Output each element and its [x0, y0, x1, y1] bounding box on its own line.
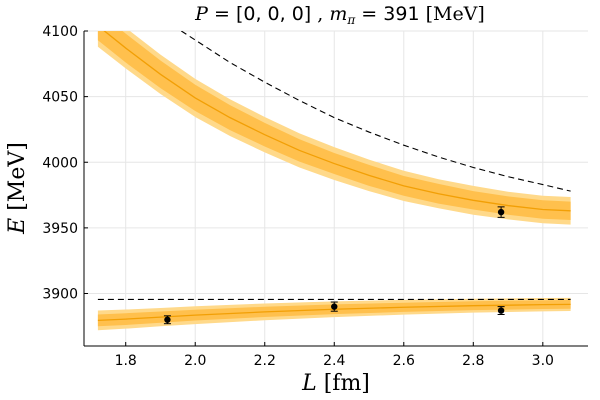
data-point: [497, 206, 505, 218]
data-points: [163, 206, 505, 325]
data-marker: [497, 307, 505, 314]
x-tick-label: 1.8: [115, 353, 137, 369]
title-momentum: [0, 0, 0]: [236, 3, 311, 25]
x-axis-label: L [fm]: [301, 371, 370, 396]
y-label-symbol: E: [5, 218, 30, 235]
data-point: [163, 315, 171, 325]
y-label-unit: [MeV]: [5, 142, 30, 218]
data-point: [497, 306, 505, 315]
upper-level-fit-inner-band: [97, 31, 571, 220]
fit-lines: [97, 31, 571, 322]
data-marker: [497, 208, 505, 216]
x-label-symbol: L: [301, 371, 317, 396]
data-marker: [164, 316, 171, 323]
upper-level-fit-central-line: [103, 31, 571, 212]
y-tick-label: 4100: [42, 24, 78, 40]
title-unit: [MeV]: [420, 3, 485, 25]
y-tick-label: 3950: [42, 221, 78, 237]
x-label-unit: [fm]: [317, 371, 370, 396]
title-equals: =: [208, 3, 236, 25]
axes: [83, 30, 588, 347]
x-tick-label: 2.4: [323, 353, 345, 369]
data-point: [330, 301, 338, 312]
chart-title: P = [0, 0, 0] , mπ = 391 [MeV]: [194, 3, 485, 27]
y-tick-label: 4050: [42, 90, 78, 106]
title-m-symbol: m: [329, 3, 347, 25]
x-tick-label: 2.8: [462, 353, 484, 369]
x-tick-label: 2.6: [393, 353, 415, 369]
lower-level-fit-central-line: [97, 303, 571, 322]
y-axis-label: E [MeV]: [5, 142, 30, 235]
title-p-symbol: P: [194, 3, 209, 25]
y-tick-label: 3900: [42, 287, 78, 303]
tick-labels: 1.8 2.0 2.2 2.4 2.6 2.8 3.0 3900 3950 4000 4050 410…: [42, 24, 554, 369]
y-tick-label: 4000: [42, 155, 78, 171]
title-separator: ,: [311, 3, 329, 25]
title-mass-value: 391: [383, 3, 419, 25]
upper-threshold-line: [181, 31, 571, 192]
x-tick-label: 3.0: [532, 353, 554, 369]
title-pi-subscript: π: [346, 13, 356, 27]
x-tick-label: 2.2: [254, 353, 276, 369]
data-marker: [331, 303, 338, 310]
title-equals-2: =: [355, 3, 383, 25]
x-tick-label: 2.0: [184, 353, 206, 369]
